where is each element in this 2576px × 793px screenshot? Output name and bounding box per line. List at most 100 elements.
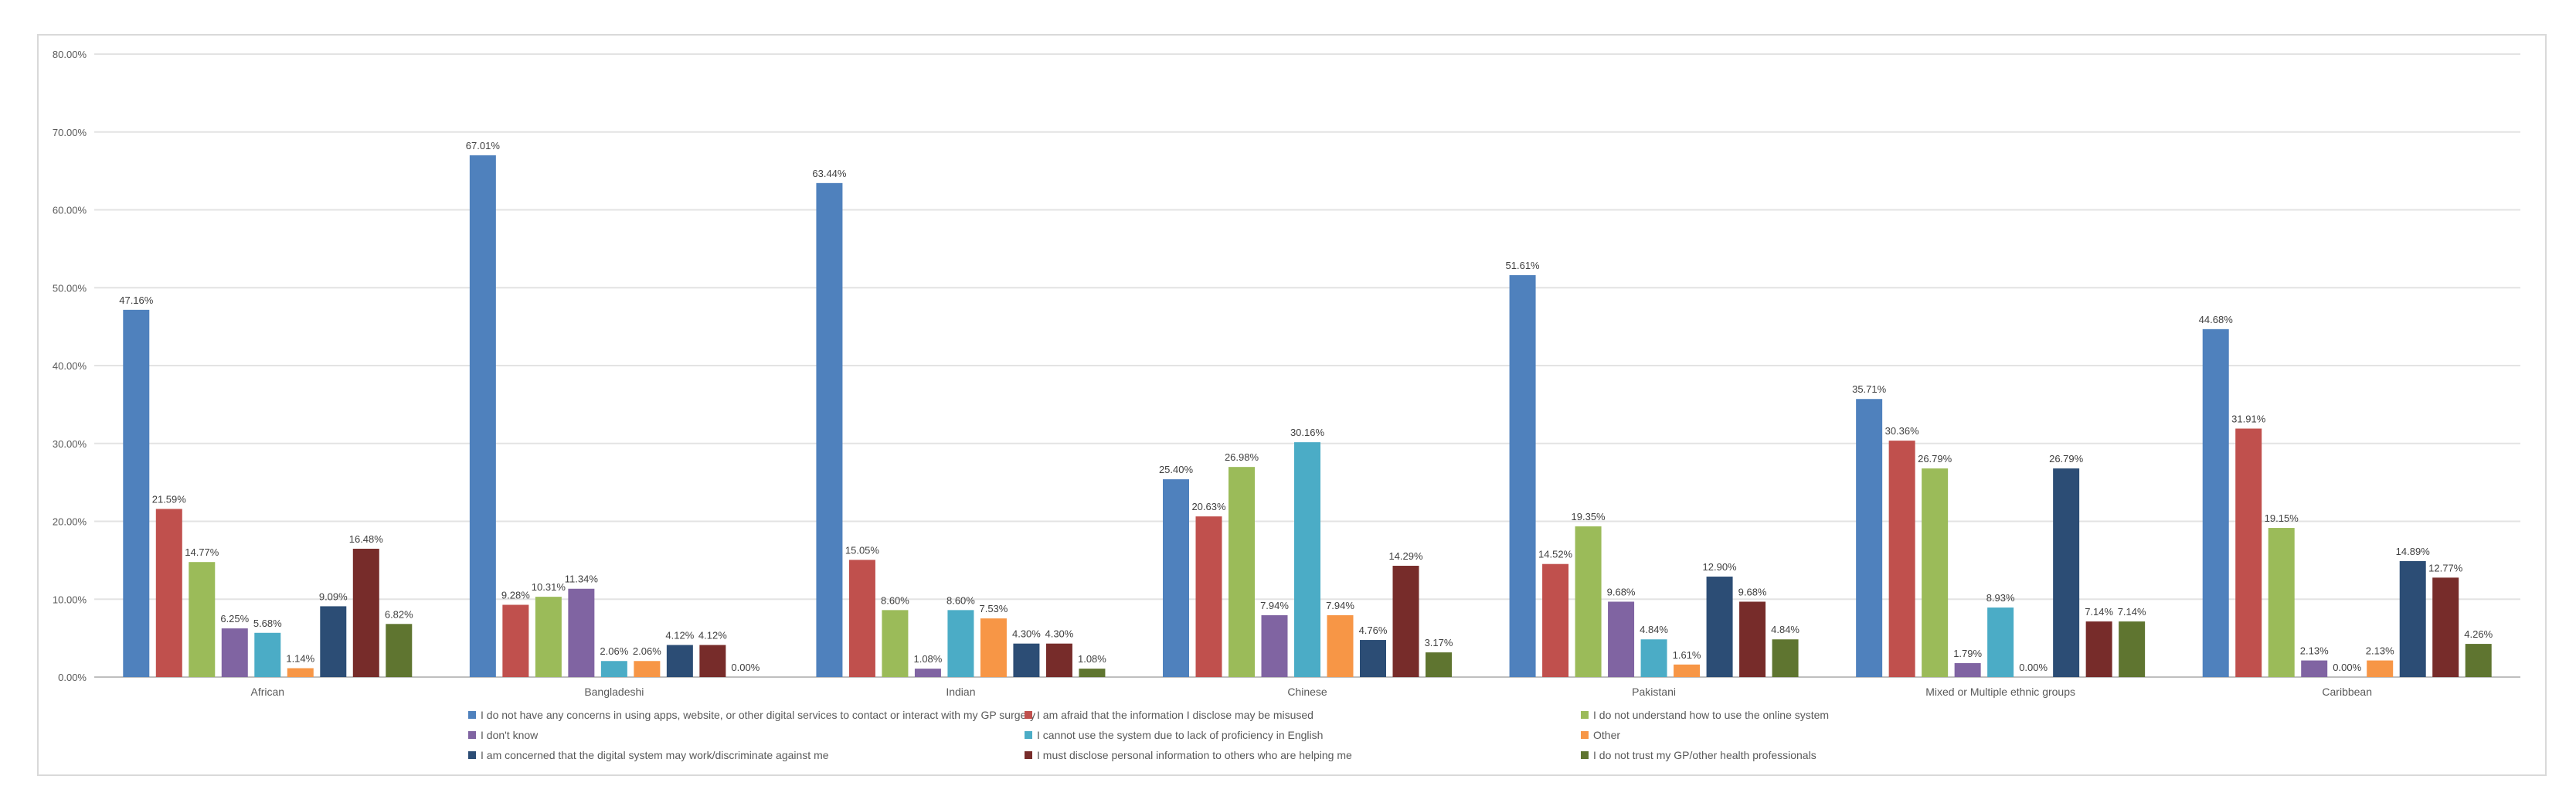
data-label: 26.98% <box>1225 451 1259 463</box>
bar <box>2202 328 2229 677</box>
category-label: Mixed or Multiple ethnic groups <box>1925 686 2075 698</box>
bar <box>1772 639 1799 677</box>
data-label: 26.79% <box>2049 453 2084 465</box>
y-tick-label: 70.00% <box>53 127 87 138</box>
legend-swatch <box>468 751 476 759</box>
legend-swatch <box>1581 711 1589 719</box>
bar <box>1163 479 1189 677</box>
bar <box>568 588 595 677</box>
legend-swatch <box>1581 731 1589 739</box>
data-label: 25.40% <box>1159 464 1194 475</box>
data-label: 4.12% <box>698 629 727 641</box>
data-label: 7.53% <box>979 603 1008 614</box>
data-label: 19.35% <box>1572 511 1606 522</box>
legend-swatch <box>1025 751 1032 759</box>
legend-label: I am afraid that the information I discl… <box>1037 709 1313 721</box>
data-label: 4.84% <box>1640 624 1668 635</box>
data-label: 9.68% <box>1607 586 1636 597</box>
legend-label: I must disclose personal information to … <box>1037 749 1352 761</box>
bar <box>1674 664 1701 677</box>
data-label: 2.06% <box>600 645 628 657</box>
bar <box>2053 468 2080 677</box>
bar <box>1045 643 1072 677</box>
bar <box>189 562 216 677</box>
data-label: 7.94% <box>1326 600 1354 611</box>
data-label: 0.00% <box>2019 662 2048 673</box>
bar <box>600 661 627 677</box>
data-label: 30.36% <box>1885 425 1920 437</box>
data-label: 7.14% <box>2085 606 2113 618</box>
bar <box>2399 560 2426 677</box>
data-label: 4.30% <box>1012 628 1041 640</box>
data-label: 8.60% <box>946 594 975 606</box>
chart-canvas: 0.00% 10.00% 20.00% 30.00% 40.00% 50.00% 60.00… <box>53 49 2520 761</box>
data-label: 19.15% <box>2265 512 2299 524</box>
data-label: 9.28% <box>501 590 530 601</box>
bar <box>1706 577 1733 677</box>
bar <box>2465 644 2492 677</box>
bar <box>1987 608 2014 677</box>
y-tick-label: 20.00% <box>53 516 87 528</box>
legend-swatch <box>1581 751 1589 759</box>
data-label: 0.00% <box>731 662 760 673</box>
category-label: Chinese <box>1287 686 1327 698</box>
data-label: 67.01% <box>466 140 501 151</box>
bar <box>816 182 843 678</box>
data-label: 8.93% <box>1986 592 2015 604</box>
bar <box>1575 526 1602 677</box>
data-label: 11.34% <box>565 573 599 585</box>
data-label: 1.61% <box>1673 649 1701 661</box>
y-tick-label: 60.00% <box>53 205 87 216</box>
data-label: 14.77% <box>185 546 219 558</box>
bar <box>914 669 941 677</box>
bar <box>535 597 562 677</box>
data-label: 4.12% <box>665 629 694 641</box>
bar <box>352 548 379 677</box>
bar <box>2367 660 2394 677</box>
data-label: 0.00% <box>2333 662 2361 673</box>
data-label: 9.68% <box>1738 586 1767 597</box>
bar <box>1261 615 1288 677</box>
data-label: 20.63% <box>1191 501 1226 512</box>
bar <box>1013 643 1040 677</box>
bar <box>1640 639 1667 677</box>
data-label: 2.13% <box>2300 645 2329 657</box>
bar <box>2119 621 2146 677</box>
y-tick-label: 40.00% <box>53 360 87 372</box>
data-label: 14.89% <box>2396 546 2431 557</box>
bar <box>2301 660 2328 677</box>
bar <box>882 610 909 677</box>
bar <box>1954 662 1981 677</box>
data-label: 7.94% <box>1260 600 1289 611</box>
data-label: 1.08% <box>913 653 942 665</box>
bar <box>1360 640 1386 677</box>
category-label: Bangladeshi <box>584 686 644 698</box>
bar <box>1542 563 1569 677</box>
data-label: 4.84% <box>1771 624 1799 635</box>
bar <box>1426 652 1452 677</box>
data-label: 16.48% <box>349 533 384 545</box>
legend-label: I do not trust my GP/other health profes… <box>1593 749 1816 761</box>
bar <box>502 604 529 677</box>
data-label: 63.44% <box>812 168 847 179</box>
data-label: 1.79% <box>1953 648 1982 659</box>
data-label: 4.30% <box>1045 628 1073 640</box>
bar <box>2432 577 2459 677</box>
data-label: 6.82% <box>385 608 413 620</box>
data-label: 9.09% <box>319 590 348 602</box>
bar <box>1327 615 1354 677</box>
data-label: 2.06% <box>633 645 661 657</box>
data-label: 6.25% <box>220 613 249 625</box>
legend-swatch <box>468 711 476 719</box>
legend-swatch <box>1025 731 1032 739</box>
legend-label: I don't know <box>481 729 539 741</box>
bar <box>221 628 248 677</box>
bar <box>1195 516 1222 677</box>
bar <box>848 560 875 677</box>
bar <box>2085 621 2112 677</box>
bar <box>2268 528 2295 677</box>
bar <box>155 509 182 677</box>
data-label: 12.77% <box>2428 562 2463 573</box>
data-label: 26.79% <box>1918 453 1952 465</box>
data-label: 14.29% <box>1388 550 1423 562</box>
